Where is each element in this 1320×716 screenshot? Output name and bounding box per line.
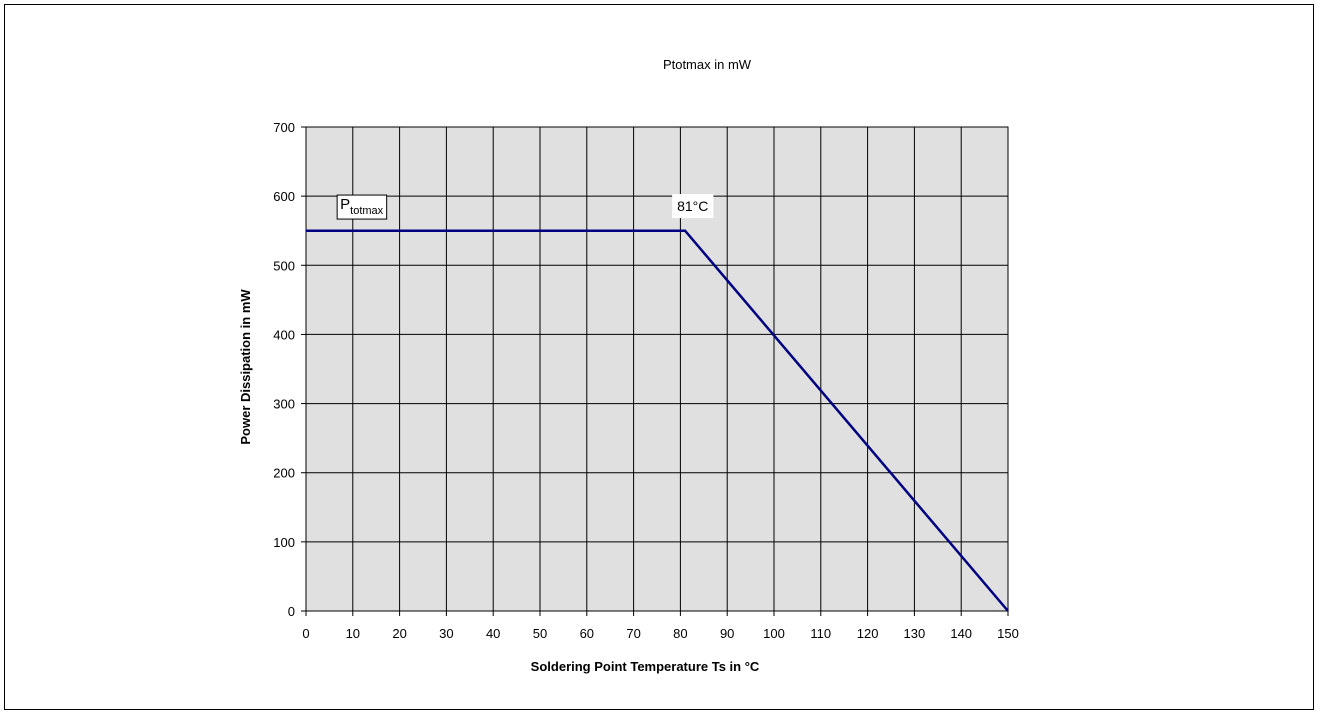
x-tick-label: 60 <box>580 626 594 641</box>
annotation-ptotmax: Ptotmax <box>336 194 388 220</box>
chart-title: Ptotmax in mW <box>663 57 752 72</box>
x-tick-label: 0 <box>302 626 309 641</box>
y-axis-label: Power Dissipation in mW <box>238 289 253 445</box>
y-tick-label: 200 <box>273 466 295 481</box>
y-tick-label: 0 <box>288 604 295 619</box>
x-axis-label: Soldering Point Temperature Ts in °C <box>531 659 760 674</box>
y-tick-label: 400 <box>273 327 295 342</box>
annotation-ptotmax-box <box>336 194 388 220</box>
series-layer <box>306 229 1009 612</box>
x-tick-label: 100 <box>763 626 785 641</box>
plot-area <box>305 126 1009 612</box>
y-tick-label: 600 <box>273 189 295 204</box>
x-tick-label: 40 <box>486 626 500 641</box>
y-tick-label: 700 <box>273 120 295 135</box>
x-tick-label: 120 <box>857 626 879 641</box>
y-tick-label: 300 <box>273 397 295 412</box>
x-tick-label: 70 <box>626 626 640 641</box>
axis-ticks: 0 10 20 30 40 50 60 70 80 90 100 110 120 130 140 150 0 10… <box>273 120 1019 641</box>
series-line <box>306 229 1009 612</box>
x-tick-label: 150 <box>997 626 1019 641</box>
y-tick-label: 100 <box>273 535 295 550</box>
y-tick-label: 500 <box>273 258 295 273</box>
x-tick-label: 20 <box>392 626 406 641</box>
annotation-ptotmax-main: P <box>340 196 350 213</box>
x-tick-label: 10 <box>346 626 360 641</box>
annotation-ptotmax-sub: totmax <box>350 205 384 217</box>
x-tick-label: 90 <box>720 626 734 641</box>
x-tick-label: 30 <box>439 626 453 641</box>
grid <box>305 126 1009 612</box>
annotation-81c-box <box>672 194 714 219</box>
annotation-ptotmax-label: Ptotmax <box>340 196 384 217</box>
x-tick-label: 80 <box>673 626 687 641</box>
x-tick-label: 110 <box>810 626 831 641</box>
annotation-81c: 81°C <box>672 194 714 219</box>
x-tick-label: 50 <box>533 626 547 641</box>
x-tick-label: 130 <box>904 626 926 641</box>
chart-svg: Ptotmax in mW 0 10 20 30 40 50 60 70 80 90 100 110 1… <box>238 57 1019 674</box>
chart-frame: Ptotmax in mW 0 10 20 30 40 50 60 70 80 90 100 110 1… <box>4 4 1314 710</box>
x-tick-label: 140 <box>950 626 972 641</box>
annotation-81c-label: 81°C <box>677 198 708 214</box>
